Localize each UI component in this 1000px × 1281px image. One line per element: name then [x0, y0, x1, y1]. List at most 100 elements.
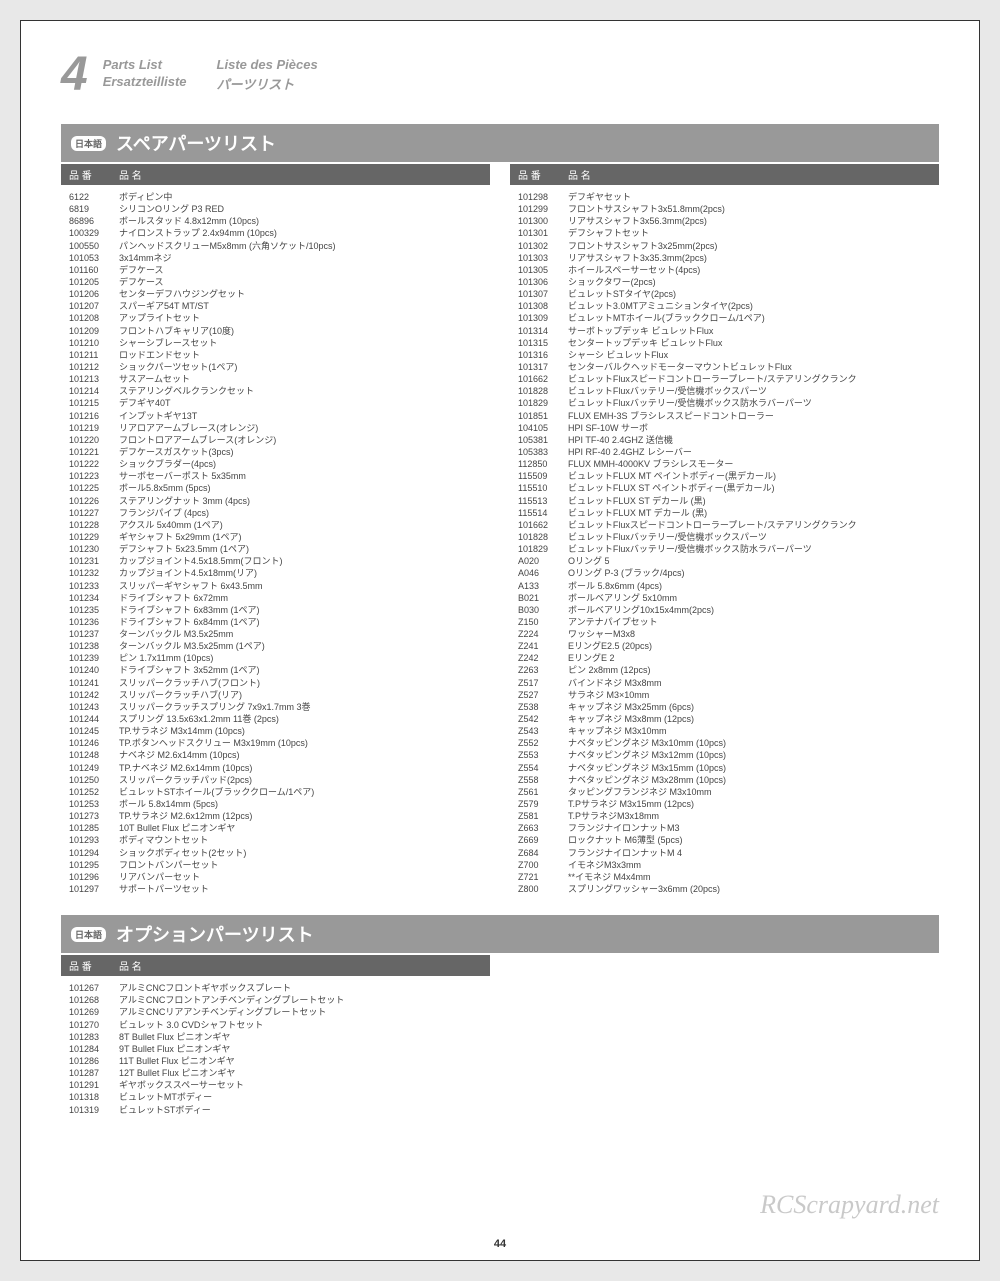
part-number: 100329 — [61, 227, 119, 239]
table-row: 101235ドライブシャフト 6x83mm (1ペア) — [61, 604, 490, 616]
table-row: 101228アクスル 5x40mm (1ペア) — [61, 519, 490, 531]
table-row: 101233スリッパーギヤシャフト 6x43.5mm — [61, 580, 490, 592]
part-name: TP.サラネジ M3x14mm (10pcs) — [119, 725, 490, 737]
table-row: 101238ターンバックル M3.5x25mm (1ペア) — [61, 640, 490, 652]
part-name: ロックナット M6薄型 (5pcs) — [568, 834, 939, 846]
part-name: アクスル 5x40mm (1ペア) — [119, 519, 490, 531]
table-row: 101211ロッドエンドセット — [61, 349, 490, 361]
part-name: デフシャフトセット — [568, 227, 939, 239]
table-row: 101240ドライブシャフト 3x52mm (1ペア) — [61, 664, 490, 676]
part-name: ステアリングナット 3mm (4pcs) — [119, 495, 490, 507]
part-number: Z553 — [510, 749, 568, 761]
table-row: 10128712T Bullet Flux ピニオンギヤ — [61, 1067, 490, 1079]
part-name: ピン 1.7x11mm (10pcs) — [119, 652, 490, 664]
part-name: ビュレットSTホイール(ブラッククローム/1ペア) — [119, 786, 490, 798]
table-row: Z527サラネジ M3×10mm — [510, 689, 939, 701]
table-row: Z263ピン 2x8mm (12pcs) — [510, 664, 939, 676]
part-number: 101233 — [61, 580, 119, 592]
col-num-label: 品 番 — [61, 167, 119, 182]
table-row: 101212ショックパーツセット(1ペア) — [61, 361, 490, 373]
part-name: ターンバックル M3.5x25mm (1ペア) — [119, 640, 490, 652]
part-number: 101231 — [61, 555, 119, 567]
part-name: ギヤシャフト 5x29mm (1ペア) — [119, 531, 490, 543]
part-number: 101209 — [61, 325, 119, 337]
part-number: 101297 — [61, 883, 119, 895]
part-name: リアサスシャフト3x35.3mm(2pcs) — [568, 252, 939, 264]
part-number: 101205 — [61, 276, 119, 288]
spare-section-title: スペアパーツリスト — [116, 130, 276, 156]
part-number: 105383 — [510, 446, 568, 458]
part-name: ビュレット3.0MTアミュニションタイヤ(2pcs) — [568, 300, 939, 312]
part-number: 101293 — [61, 834, 119, 846]
table-row: 101314サーボトップデッキ ビュレットFlux — [510, 325, 939, 337]
part-number: 101662 — [510, 519, 568, 531]
part-name: Oリング P-3 (ブラック/4pcs) — [568, 567, 939, 579]
table-row: Z558ナベタッピングネジ M3x28mm (10pcs) — [510, 774, 939, 786]
part-name: アルミCNCリアアンチベンディングプレートセット — [119, 1006, 490, 1018]
table-row: 101319ビュレットSTボディー — [61, 1104, 490, 1116]
part-name: インプットギヤ13T — [119, 410, 490, 422]
table-row: 101252ビュレットSTホイール(ブラッククローム/1ペア) — [61, 786, 490, 798]
part-number: 101228 — [61, 519, 119, 531]
part-number: 101662 — [510, 373, 568, 385]
table-row: 101221デフケースガスケット(3pcs) — [61, 446, 490, 458]
table-row: Z581T.PサラネジM3x18mm — [510, 810, 939, 822]
part-name: キャップネジ M3x25mm (6pcs) — [568, 701, 939, 713]
part-number: Z517 — [510, 677, 568, 689]
part-number: 101270 — [61, 1019, 119, 1031]
col-num-label: 品 番 — [510, 167, 568, 182]
part-number: 101295 — [61, 859, 119, 871]
table-row: Z517バインドネジ M3x8mm — [510, 677, 939, 689]
part-number: 101315 — [510, 337, 568, 349]
part-number: 101253 — [61, 798, 119, 810]
col-header-left: 品 番 品 名 — [61, 164, 490, 185]
part-number: 101236 — [61, 616, 119, 628]
table-row: 101236ドライブシャフト 6x84mm (1ペア) — [61, 616, 490, 628]
part-number: 101214 — [61, 385, 119, 397]
part-number: 101248 — [61, 749, 119, 761]
part-name: フロントロアアームブレース(オレンジ) — [119, 434, 490, 446]
table-row: 10128611T Bullet Flux ピニオンギヤ — [61, 1055, 490, 1067]
part-name: デフケース — [119, 264, 490, 276]
table-row: 1012849T Bullet Flux ピニオンギヤ — [61, 1043, 490, 1055]
part-number: 101296 — [61, 871, 119, 883]
part-number: 105381 — [510, 434, 568, 446]
option-section-bar: 日本語 オプションパーツリスト — [61, 915, 939, 953]
table-row: 6819シリコンOリング P3 RED — [61, 203, 490, 215]
table-row: 101225ボール5.8x5mm (5pcs) — [61, 482, 490, 494]
table-row: 101315センタートップデッキ ビュレットFlux — [510, 337, 939, 349]
part-name: フロントサスシャフト3x51.8mm(2pcs) — [568, 203, 939, 215]
part-name: サポートパーツセット — [119, 883, 490, 895]
table-row: 101316シャーシ ビュレットFlux — [510, 349, 939, 361]
table-row: 101160デフケース — [61, 264, 490, 276]
spare-section-bar: 日本語 スペアパーツリスト — [61, 124, 939, 162]
part-number: 101246 — [61, 737, 119, 749]
part-name: カップジョイント4.5x18mm(リア) — [119, 567, 490, 579]
part-name: シャーシブレースセット — [119, 337, 490, 349]
part-number: A020 — [510, 555, 568, 567]
part-name: リアロアアームブレース(オレンジ) — [119, 422, 490, 434]
option-rows: 101267アルミCNCフロントギヤボックスプレート101268アルミCNCフロ… — [61, 982, 490, 1116]
table-row: 101234ドライブシャフト 6x72mm — [61, 592, 490, 604]
part-name: ボールベアリング10x15x4mm(2pcs) — [568, 604, 939, 616]
table-row: 101241スリッパークラッチハブ(フロント) — [61, 677, 490, 689]
part-name: 11T Bullet Flux ピニオンギヤ — [119, 1055, 490, 1067]
table-row: Z224ワッシャーM3x8 — [510, 628, 939, 640]
table-row: 6122ボディピン中 — [61, 191, 490, 203]
title-en: Parts List — [103, 57, 187, 72]
part-name: スリッパークラッチパッド(2pcs) — [119, 774, 490, 786]
part-name: ボディピン中 — [119, 191, 490, 203]
part-name: ドライブシャフト 3x52mm (1ペア) — [119, 664, 490, 676]
part-name: ビュレットFLUX ST ペイントボディー(黒デカール) — [568, 482, 939, 494]
part-number: A133 — [510, 580, 568, 592]
part-number: Z242 — [510, 652, 568, 664]
table-row: 101829ビュレットFluxバッテリー/受信機ボックス防水ラバーパーツ — [510, 397, 939, 409]
part-number: 101160 — [61, 264, 119, 276]
part-number: Z581 — [510, 810, 568, 822]
part-name: ドライブシャフト 6x84mm (1ペア) — [119, 616, 490, 628]
table-row: A133ボール 5.8x6mm (4pcs) — [510, 580, 939, 592]
part-name: イモネジM3x3mm — [568, 859, 939, 871]
part-name: **イモネジ M4x4mm — [568, 871, 939, 883]
header-block: 4 Parts List Liste des Pièces Ersatzteil… — [61, 51, 939, 99]
table-row: 101305ホイールスペーサーセット(4pcs) — [510, 264, 939, 276]
